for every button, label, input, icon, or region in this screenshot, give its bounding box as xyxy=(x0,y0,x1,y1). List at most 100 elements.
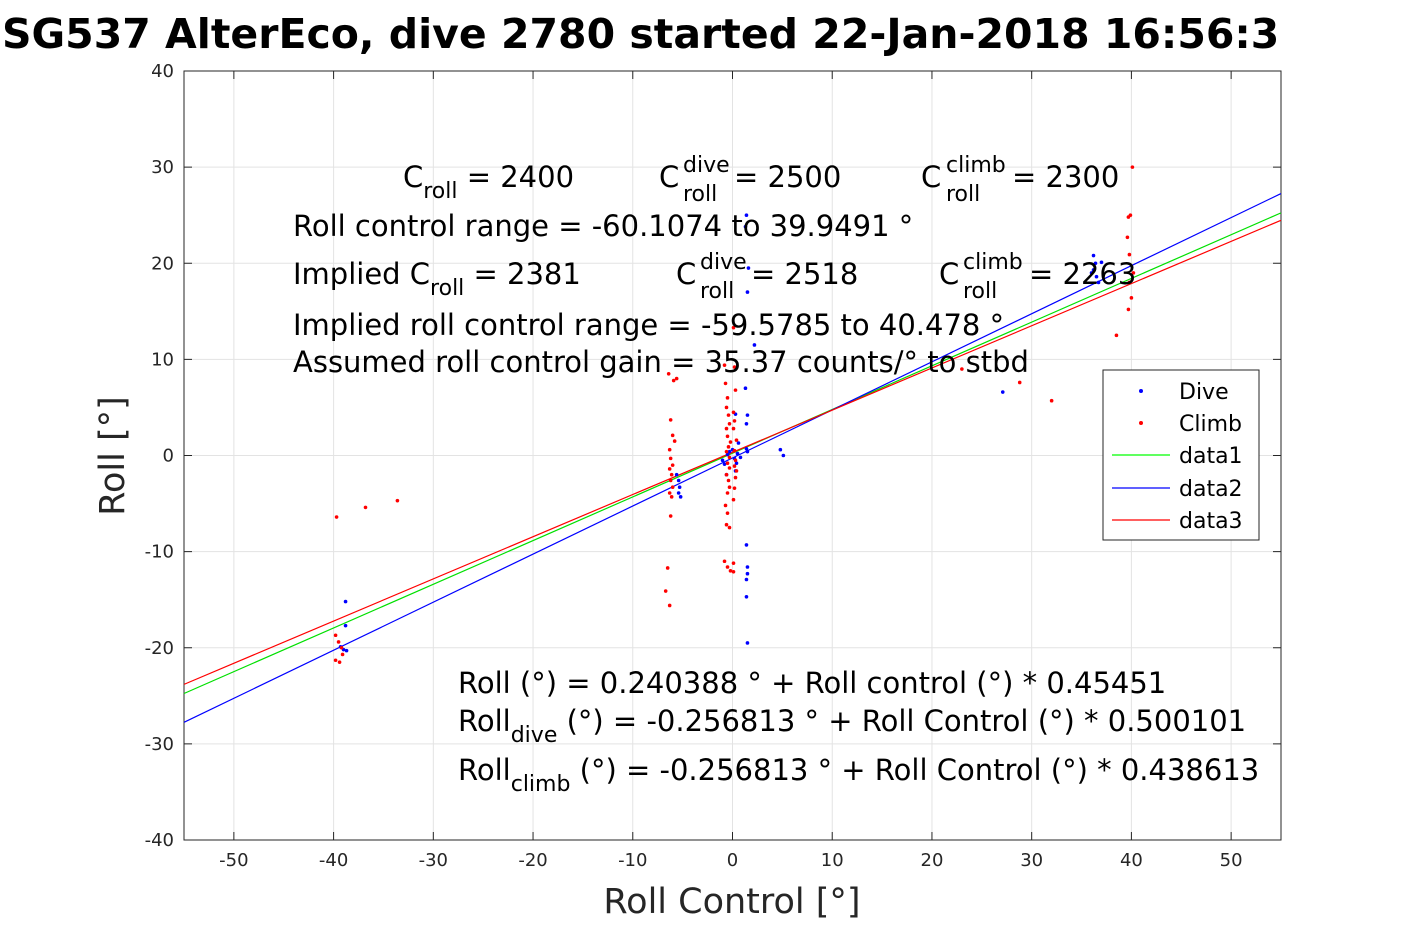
point-dive xyxy=(745,641,750,645)
point-climb xyxy=(731,426,736,431)
point-dive xyxy=(744,543,749,547)
y-tick-label: -30 xyxy=(145,734,174,755)
x-tick-label: 50 xyxy=(1220,850,1243,871)
fit-line-data3 xyxy=(183,219,1282,685)
point-climb xyxy=(725,461,730,465)
point-dive xyxy=(725,452,730,457)
point-climb xyxy=(667,603,672,608)
point-climb xyxy=(726,478,731,483)
x-tick-label: -10 xyxy=(618,850,647,871)
x-axis-ticks: -50 -40 -30 -20 -10 0 10 20 30 40 50 xyxy=(219,71,1243,871)
point-dive xyxy=(743,224,748,229)
point-climb xyxy=(337,660,342,664)
y-tick-label: 0 xyxy=(163,446,174,467)
point-climb xyxy=(340,652,345,657)
y-tick-label: 20 xyxy=(151,253,174,274)
point-climb xyxy=(727,485,732,490)
fit-line-data1 xyxy=(183,212,1282,695)
point-dive xyxy=(743,386,748,391)
y-tick-label: -20 xyxy=(145,638,174,659)
x-tick-label: -50 xyxy=(219,850,248,871)
point-climb xyxy=(727,421,732,426)
point-climb xyxy=(725,511,730,515)
point-climb xyxy=(726,413,731,417)
point-climb xyxy=(733,475,738,480)
legend-marker-climb xyxy=(1139,421,1143,425)
y-axis-ticks: -40 -30 -20 -10 0 10 20 30 40 xyxy=(145,61,1281,851)
annotation-implied-c-dive-value: = 2518 xyxy=(751,257,858,291)
point-climb xyxy=(723,503,728,508)
point-climb xyxy=(1128,213,1133,217)
point-climb xyxy=(667,447,672,452)
point-climb xyxy=(1127,280,1132,285)
annotation-implied-c-dive-symbol: C xyxy=(676,257,696,291)
point-climb xyxy=(669,495,674,499)
point-dive xyxy=(1000,390,1005,394)
point-climb xyxy=(724,426,729,431)
point-climb xyxy=(723,381,728,386)
point-dive xyxy=(343,599,348,604)
point-dive xyxy=(744,421,749,426)
point-climb xyxy=(663,589,668,593)
point-climb xyxy=(725,434,730,439)
point-dive xyxy=(738,455,743,460)
point-climb xyxy=(732,448,737,453)
point-climb xyxy=(333,633,338,638)
point-climb xyxy=(732,419,737,423)
point-climb xyxy=(724,522,729,527)
x-tick-label: -30 xyxy=(419,850,448,871)
point-climb xyxy=(733,388,738,392)
annotation-c-roll-climb-sub: roll xyxy=(946,182,980,207)
x-tick-label: 40 xyxy=(1120,850,1143,871)
legend: Dive Climb data1 data2 data3 xyxy=(1102,369,1260,541)
x-tick-label: 30 xyxy=(1020,850,1043,871)
point-climb xyxy=(668,478,673,483)
y-axis-label: Roll [°] xyxy=(93,396,133,516)
point-climb xyxy=(727,466,732,470)
point-climb xyxy=(726,445,731,449)
chart-title: SG537 AlterEco, dive 2780 started 22-Jan… xyxy=(2,10,1279,58)
point-dive xyxy=(744,446,749,451)
annotation-implied-c-climb-sub: roll xyxy=(963,279,997,304)
point-climb xyxy=(670,463,675,467)
annotation-c-roll-dive-value: = 2500 xyxy=(734,160,841,194)
legend-label: Climb xyxy=(1179,412,1242,437)
annotation-implied-c-dive-sup: dive xyxy=(700,250,747,275)
point-dive xyxy=(722,462,727,466)
point-dive xyxy=(746,266,751,270)
point-climb xyxy=(732,365,737,369)
point-climb xyxy=(732,486,737,490)
point-climb xyxy=(668,514,673,518)
y-tick-label: -40 xyxy=(145,830,174,851)
point-climb xyxy=(1125,235,1130,240)
x-tick-label: 20 xyxy=(921,850,944,871)
point-dive xyxy=(676,491,681,495)
point-climb xyxy=(666,371,671,376)
point-climb xyxy=(724,449,729,454)
point-climb xyxy=(725,491,730,495)
point-climb xyxy=(670,485,675,490)
x-axis-label: Roll Control [°] xyxy=(603,882,860,922)
point-climb xyxy=(668,456,673,461)
annotation-c-roll-dive-sup: dive xyxy=(683,153,730,178)
annotation-c-roll-climb-value: = 2300 xyxy=(1012,160,1119,194)
annotation-implied-c-climb-symbol: C xyxy=(939,257,959,291)
point-dive xyxy=(1094,274,1099,279)
point-dive xyxy=(744,577,749,582)
point-dive xyxy=(343,623,348,628)
y-tick-label: 10 xyxy=(151,349,174,370)
point-dive xyxy=(745,571,750,576)
point-climb xyxy=(333,658,338,663)
point-dive xyxy=(752,343,757,347)
point-climb xyxy=(732,464,737,468)
annotation-c-roll-climb-sup: climb xyxy=(946,153,1006,178)
point-climb xyxy=(1126,307,1131,312)
point-dive xyxy=(1089,271,1094,275)
x-tick-label: -20 xyxy=(518,850,547,871)
annotation-eq-dive: Rolldive (°) = -0.256813 ° + Roll Contro… xyxy=(458,704,1246,748)
point-climb xyxy=(734,438,739,442)
point-climb xyxy=(727,525,732,530)
point-dive xyxy=(735,451,740,456)
point-climb xyxy=(725,396,730,400)
